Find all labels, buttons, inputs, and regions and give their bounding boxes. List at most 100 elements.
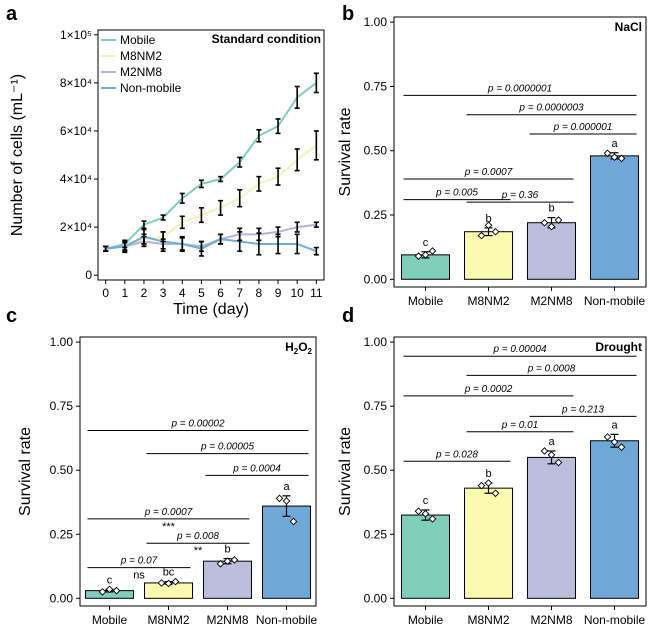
panel-a-ytick-label: 6×10⁴ [60,124,92,138]
panel-d-bar [401,514,450,599]
panel-a-xtick-label: 3 [160,286,167,300]
panel-c-xtick-label: Non-mobile [256,613,318,627]
panel-b-xtick-label: M8NM2 [467,294,509,308]
panel-d-frame [393,336,647,607]
panel-a-xtick-label: 5 [198,286,205,300]
panel-b-xtick-label: Mobile [408,294,444,308]
panel-a-series-line [105,144,317,250]
panel-d-bar [464,487,513,599]
panel-a-legend-label: Mobile [120,33,156,47]
panel-b-comparison-label: p = 0.36 [501,190,539,201]
panel-a-series-line [105,223,317,250]
panel-b-data-point [540,218,549,227]
panel-b-data-point [610,153,619,161]
panel-d-data-point [554,458,563,467]
panel-b-sig-letter: a [611,138,618,150]
panel-c-data-point [216,559,225,568]
panel-d-data-point [491,489,500,498]
panel-a-xtick-label: 10 [291,286,305,300]
panel-c-sig-letter: c [107,574,113,586]
panel-b-ytick-label: 0.50 [364,144,388,158]
panel-d-bar [527,456,576,599]
panel-c-comparison-mark: ns [133,570,145,582]
panel-a-xtick-label: 1 [121,286,128,300]
panel-b-letter: b [342,3,354,25]
panel-b-sig-letter: b [485,213,491,225]
panel-c-data-point [289,517,298,526]
panel-a-xtick-label: 8 [256,286,263,300]
panel-a-legend-label: M2NM8 [120,65,162,79]
panel-c-data-point [275,494,284,503]
panel-c-data-point [282,497,291,505]
panel-d-xtick-label: Mobile [408,613,444,627]
panel-d-data-point [484,479,493,487]
panel-a-ylabel: Number of cells (mL⁻¹) [9,74,26,236]
panel-a-tag: Standard condition [212,32,321,46]
panel-d-sig-letter: a [548,436,555,448]
panel-b-bar [401,254,450,280]
panel-c-ylabel: Survival rate [17,427,34,516]
panel-b-ytick-label: 0.00 [364,272,388,286]
panel-c-comparison-label: p = 0.07 [120,556,158,567]
panel-c-xtick-label: M2NM8 [206,613,248,627]
panel-c-comparison-label: p = 0.0007 [144,507,193,518]
panel-d-data-point [540,447,549,455]
panel-b-data-point [603,149,612,158]
panel-c-tag: H2O2 [285,340,312,356]
panel-a-legend-label: M8NM2 [120,49,162,63]
panel-b-ytick-label: 1.00 [364,15,388,29]
panel-a-letter: a [6,3,18,25]
panel-b-data-point [484,221,493,230]
panel-d-comparison-label: p = 0.0008 [527,363,576,374]
panel-c-sig-letter: a [283,481,290,493]
panel-d-ytick-label: 0.50 [364,463,388,477]
panel-d-tag: Drought [595,340,642,354]
panel-d-letter: d [342,305,354,327]
panel-a-ytick-label: 2×10⁴ [60,220,92,234]
panel-d-comparison-label: p = 0.213 [561,404,604,415]
panel-b-bar [590,155,639,280]
panel-a-ytick-label: 0 [85,268,92,282]
panel-d-ytick-label: 0.25 [364,527,388,541]
panel-c-ytick-label: 1.00 [50,335,74,349]
panel-c-frame [79,336,317,607]
panel-d-comparison-label: p = 0.00004 [492,344,547,355]
panel-c-data-point [157,579,166,587]
panel-c-xtick-label: Mobile [92,613,128,627]
panel-c-comparison-label: p = 0.008 [176,531,219,542]
panel-c-bar [262,505,311,599]
panel-c-comparison-mark: *** [162,521,176,533]
panel-c-comparison-label: p = 0.00005 [200,442,255,453]
panel-c-ytick-label: 0.00 [50,591,74,605]
panel-b-xtick-label: M2NM8 [530,294,572,308]
panel-d-data-point [421,509,430,518]
panel-a-series-line [105,82,317,250]
panel-b-data-point [554,216,563,224]
panel-c-data-point [98,588,107,596]
panel-b-ytick-label: 0.25 [364,208,388,222]
panel-d-comparison-label: p = 0.01 [501,420,538,431]
panel-c-data-point [164,579,173,588]
panel-c-comparison-label: p = 0.0004 [232,463,281,474]
panel-d-data-point [603,433,612,441]
panel-d-bar [590,440,639,599]
panel-a-xtick-label: 4 [179,286,186,300]
panel-b-data-point [547,222,556,231]
panel-a-xtick-label: 6 [217,286,224,300]
panel-c-data-point [112,586,121,595]
panel-d-ytick-label: 0.00 [364,591,388,605]
panel-b-data-point [428,247,437,255]
panel-d-data-point [414,507,423,516]
panel-d-sig-letter: c [423,495,429,507]
panel-a-xlabel: Time (day) [173,301,249,318]
panel-a-series-line [105,235,317,253]
panel-b-data-point [421,251,430,259]
panel-d-ylabel: Survival rate [337,427,354,516]
panel-b-data-point [477,231,486,240]
panel-b-bar [527,222,576,280]
panel-a-frame [97,29,325,281]
panel-d-data-point [610,438,619,446]
panel-d-data-point [547,451,556,459]
panel-c-comparison-mark: ** [194,545,203,557]
